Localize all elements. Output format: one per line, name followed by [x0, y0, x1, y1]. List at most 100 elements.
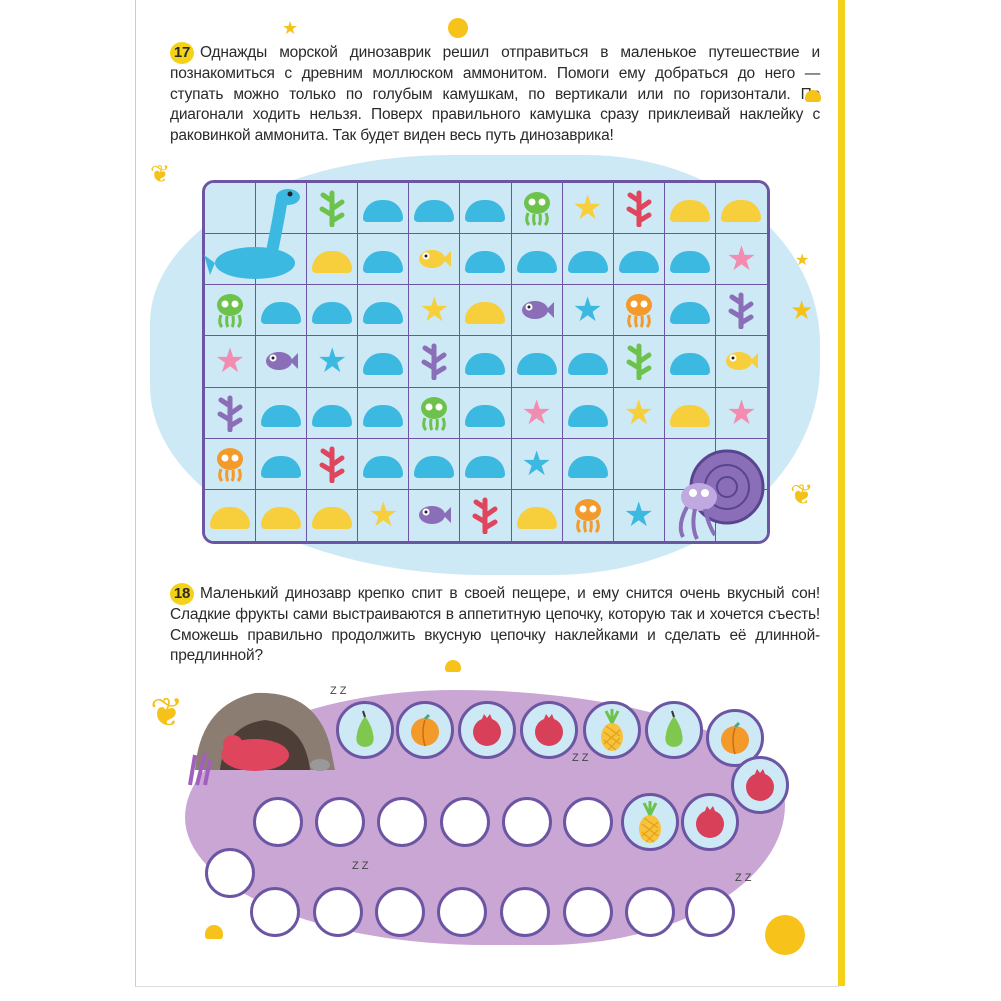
- grid-cell[interactable]: [664, 285, 716, 337]
- grid-cell[interactable]: [358, 234, 410, 286]
- cave-illustration: [188, 692, 335, 786]
- yellow-stone: [210, 507, 251, 530]
- fish-icon: [726, 352, 759, 371]
- blue-stone[interactable]: [618, 251, 659, 274]
- grid-cell[interactable]: [562, 336, 614, 388]
- grid-cell[interactable]: [409, 438, 461, 490]
- page-edge-stripe: [838, 0, 845, 986]
- yellow-stone: [516, 507, 557, 530]
- sleep-z: Z Z: [352, 860, 369, 872]
- empty-sticker-slot[interactable]: [563, 887, 613, 937]
- yellow-stone: [465, 302, 506, 325]
- blue-stone[interactable]: [567, 353, 608, 376]
- blue-stone[interactable]: [363, 200, 404, 223]
- grid-cell[interactable]: [511, 234, 563, 286]
- grid-cell[interactable]: [664, 336, 716, 388]
- grid-cell: [205, 183, 257, 235]
- starfish-icon: ★: [572, 291, 603, 330]
- yellow-stone: [669, 404, 710, 427]
- empty-sticker-slot[interactable]: [375, 887, 425, 937]
- empty-sticker-slot[interactable]: [685, 887, 735, 937]
- grid-cell[interactable]: [460, 336, 512, 388]
- blue-stone[interactable]: [261, 455, 302, 478]
- blue-stone[interactable]: [465, 455, 506, 478]
- grid-cell[interactable]: [358, 183, 410, 235]
- blue-stone[interactable]: [669, 251, 710, 274]
- grid-cell[interactable]: [562, 438, 614, 490]
- empty-sticker-slot[interactable]: [500, 887, 550, 937]
- grid-cell[interactable]: [358, 438, 410, 490]
- grid-cell[interactable]: [307, 285, 359, 337]
- seaweed-icon: [472, 497, 498, 535]
- empty-sticker-slot[interactable]: [563, 797, 613, 847]
- empty-sticker-slot[interactable]: [313, 887, 363, 937]
- blue-stone[interactable]: [465, 353, 506, 376]
- empty-sticker-slot[interactable]: [315, 797, 365, 847]
- empty-sticker-slot[interactable]: [625, 887, 675, 937]
- grid-cell[interactable]: [562, 234, 614, 286]
- empty-sticker-slot[interactable]: [437, 887, 487, 937]
- blue-stone[interactable]: [363, 302, 404, 325]
- grid-cell[interactable]: [511, 336, 563, 388]
- fruit-sticker-apricot: [396, 701, 454, 759]
- blue-stone[interactable]: [465, 200, 506, 223]
- blue-stone[interactable]: [465, 251, 506, 274]
- grid-cell[interactable]: [256, 438, 308, 490]
- ammonite-illustration: [678, 449, 765, 540]
- grid-cell: [256, 489, 308, 541]
- blue-stone[interactable]: [669, 302, 710, 325]
- task-number: 17: [170, 42, 194, 64]
- blue-stone[interactable]: [567, 251, 608, 274]
- blue-stone[interactable]: [363, 455, 404, 478]
- grid-cell[interactable]: [460, 234, 512, 286]
- blue-stone[interactable]: [414, 200, 455, 223]
- pear-icon: [356, 710, 374, 747]
- empty-sticker-slot[interactable]: [440, 797, 490, 847]
- blue-stone[interactable]: [465, 404, 506, 427]
- empty-sticker-slot[interactable]: [253, 797, 303, 847]
- pomegranate-icon: [473, 714, 501, 746]
- blue-stone[interactable]: [261, 404, 302, 427]
- blue-stone[interactable]: [261, 302, 302, 325]
- blue-stone[interactable]: [363, 353, 404, 376]
- blue-stone[interactable]: [516, 251, 557, 274]
- grid-cell[interactable]: [358, 387, 410, 439]
- grid-cell[interactable]: [307, 387, 359, 439]
- grid-cell[interactable]: [460, 387, 512, 439]
- blue-stone[interactable]: [516, 353, 557, 376]
- grid-cell: ★: [511, 438, 563, 490]
- grid-cell[interactable]: [358, 285, 410, 337]
- grid-cell[interactable]: [256, 285, 308, 337]
- grid-cell[interactable]: [358, 336, 410, 388]
- seaweed-icon: [319, 446, 345, 483]
- grid-cell: ★: [358, 489, 410, 541]
- blue-stone[interactable]: [363, 251, 404, 274]
- maze-grid: ★ ★ ★ ★ ★ ★ ★ ★ ★ ★ ★ ★: [202, 180, 770, 544]
- empty-sticker-slot[interactable]: [502, 797, 552, 847]
- empty-sticker-slot[interactable]: [205, 848, 255, 898]
- grid-cell[interactable]: [562, 387, 614, 439]
- blue-stone[interactable]: [567, 455, 608, 478]
- grid-cell[interactable]: [256, 387, 308, 439]
- grid-cell: [613, 336, 665, 388]
- grid-cell[interactable]: [409, 183, 461, 235]
- empty-sticker-slot[interactable]: [250, 887, 300, 937]
- blue-stone[interactable]: [312, 302, 353, 325]
- grid-cell[interactable]: [460, 438, 512, 490]
- grid-cell[interactable]: [460, 183, 512, 235]
- blue-stone[interactable]: [414, 455, 455, 478]
- blue-stone[interactable]: [363, 404, 404, 427]
- grid-cell: ★: [715, 387, 767, 439]
- empty-sticker-slot[interactable]: [377, 797, 427, 847]
- blue-stone[interactable]: [669, 353, 710, 376]
- jellyfish-icon: [523, 192, 550, 227]
- blue-stone[interactable]: [312, 404, 353, 427]
- grid-cell[interactable]: [664, 234, 716, 286]
- grid-cell: [256, 336, 308, 388]
- grid-cell: [511, 285, 563, 337]
- grid-cell[interactable]: [613, 234, 665, 286]
- grid-cell: ★: [511, 387, 563, 439]
- pineapple-icon: [639, 801, 661, 843]
- starfish-icon: ★: [726, 393, 757, 432]
- blue-stone[interactable]: [567, 404, 608, 427]
